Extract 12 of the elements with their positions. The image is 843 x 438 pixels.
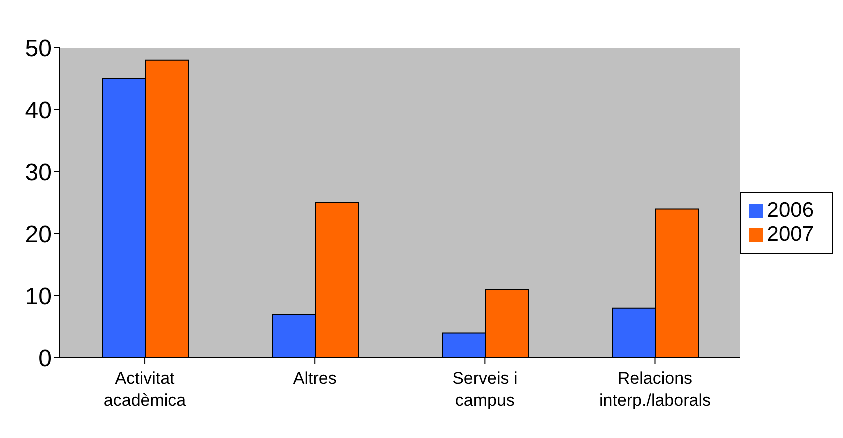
- y-tick-label: 20: [25, 222, 52, 249]
- x-tick-label: Altres: [293, 369, 337, 388]
- y-tick-label: 30: [25, 160, 52, 187]
- x-tick-label: Relacions interp./laborals: [599, 369, 712, 410]
- y-tick-label: 0: [38, 346, 52, 373]
- y-tick-label: 10: [25, 284, 52, 311]
- legend-label: 2007: [767, 223, 814, 246]
- y-tick-label: 50: [25, 36, 52, 63]
- y-tick-label: 40: [25, 98, 52, 125]
- legend-label: 2006: [767, 199, 814, 222]
- x-tick-label: Serveis i campus: [452, 369, 518, 410]
- x-tick-label: Activitat acadèmica: [104, 369, 187, 410]
